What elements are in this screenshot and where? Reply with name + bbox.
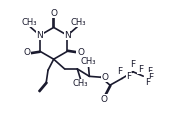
Text: F: F bbox=[126, 72, 131, 81]
Text: F: F bbox=[138, 65, 143, 74]
Text: O: O bbox=[100, 95, 107, 104]
Text: F: F bbox=[117, 67, 122, 76]
Text: F: F bbox=[130, 60, 135, 69]
Text: O: O bbox=[101, 73, 108, 82]
Text: N: N bbox=[64, 31, 71, 40]
Text: N: N bbox=[36, 31, 43, 40]
Text: F: F bbox=[148, 72, 153, 82]
Text: CH₃: CH₃ bbox=[73, 79, 88, 88]
Text: CH₃: CH₃ bbox=[22, 18, 37, 27]
Text: F: F bbox=[146, 78, 151, 87]
Text: CH₃: CH₃ bbox=[81, 57, 96, 66]
Text: O: O bbox=[23, 48, 30, 57]
Text: O: O bbox=[77, 48, 84, 57]
Text: F: F bbox=[147, 67, 153, 76]
Text: O: O bbox=[50, 9, 57, 18]
Text: CH₃: CH₃ bbox=[70, 18, 86, 27]
